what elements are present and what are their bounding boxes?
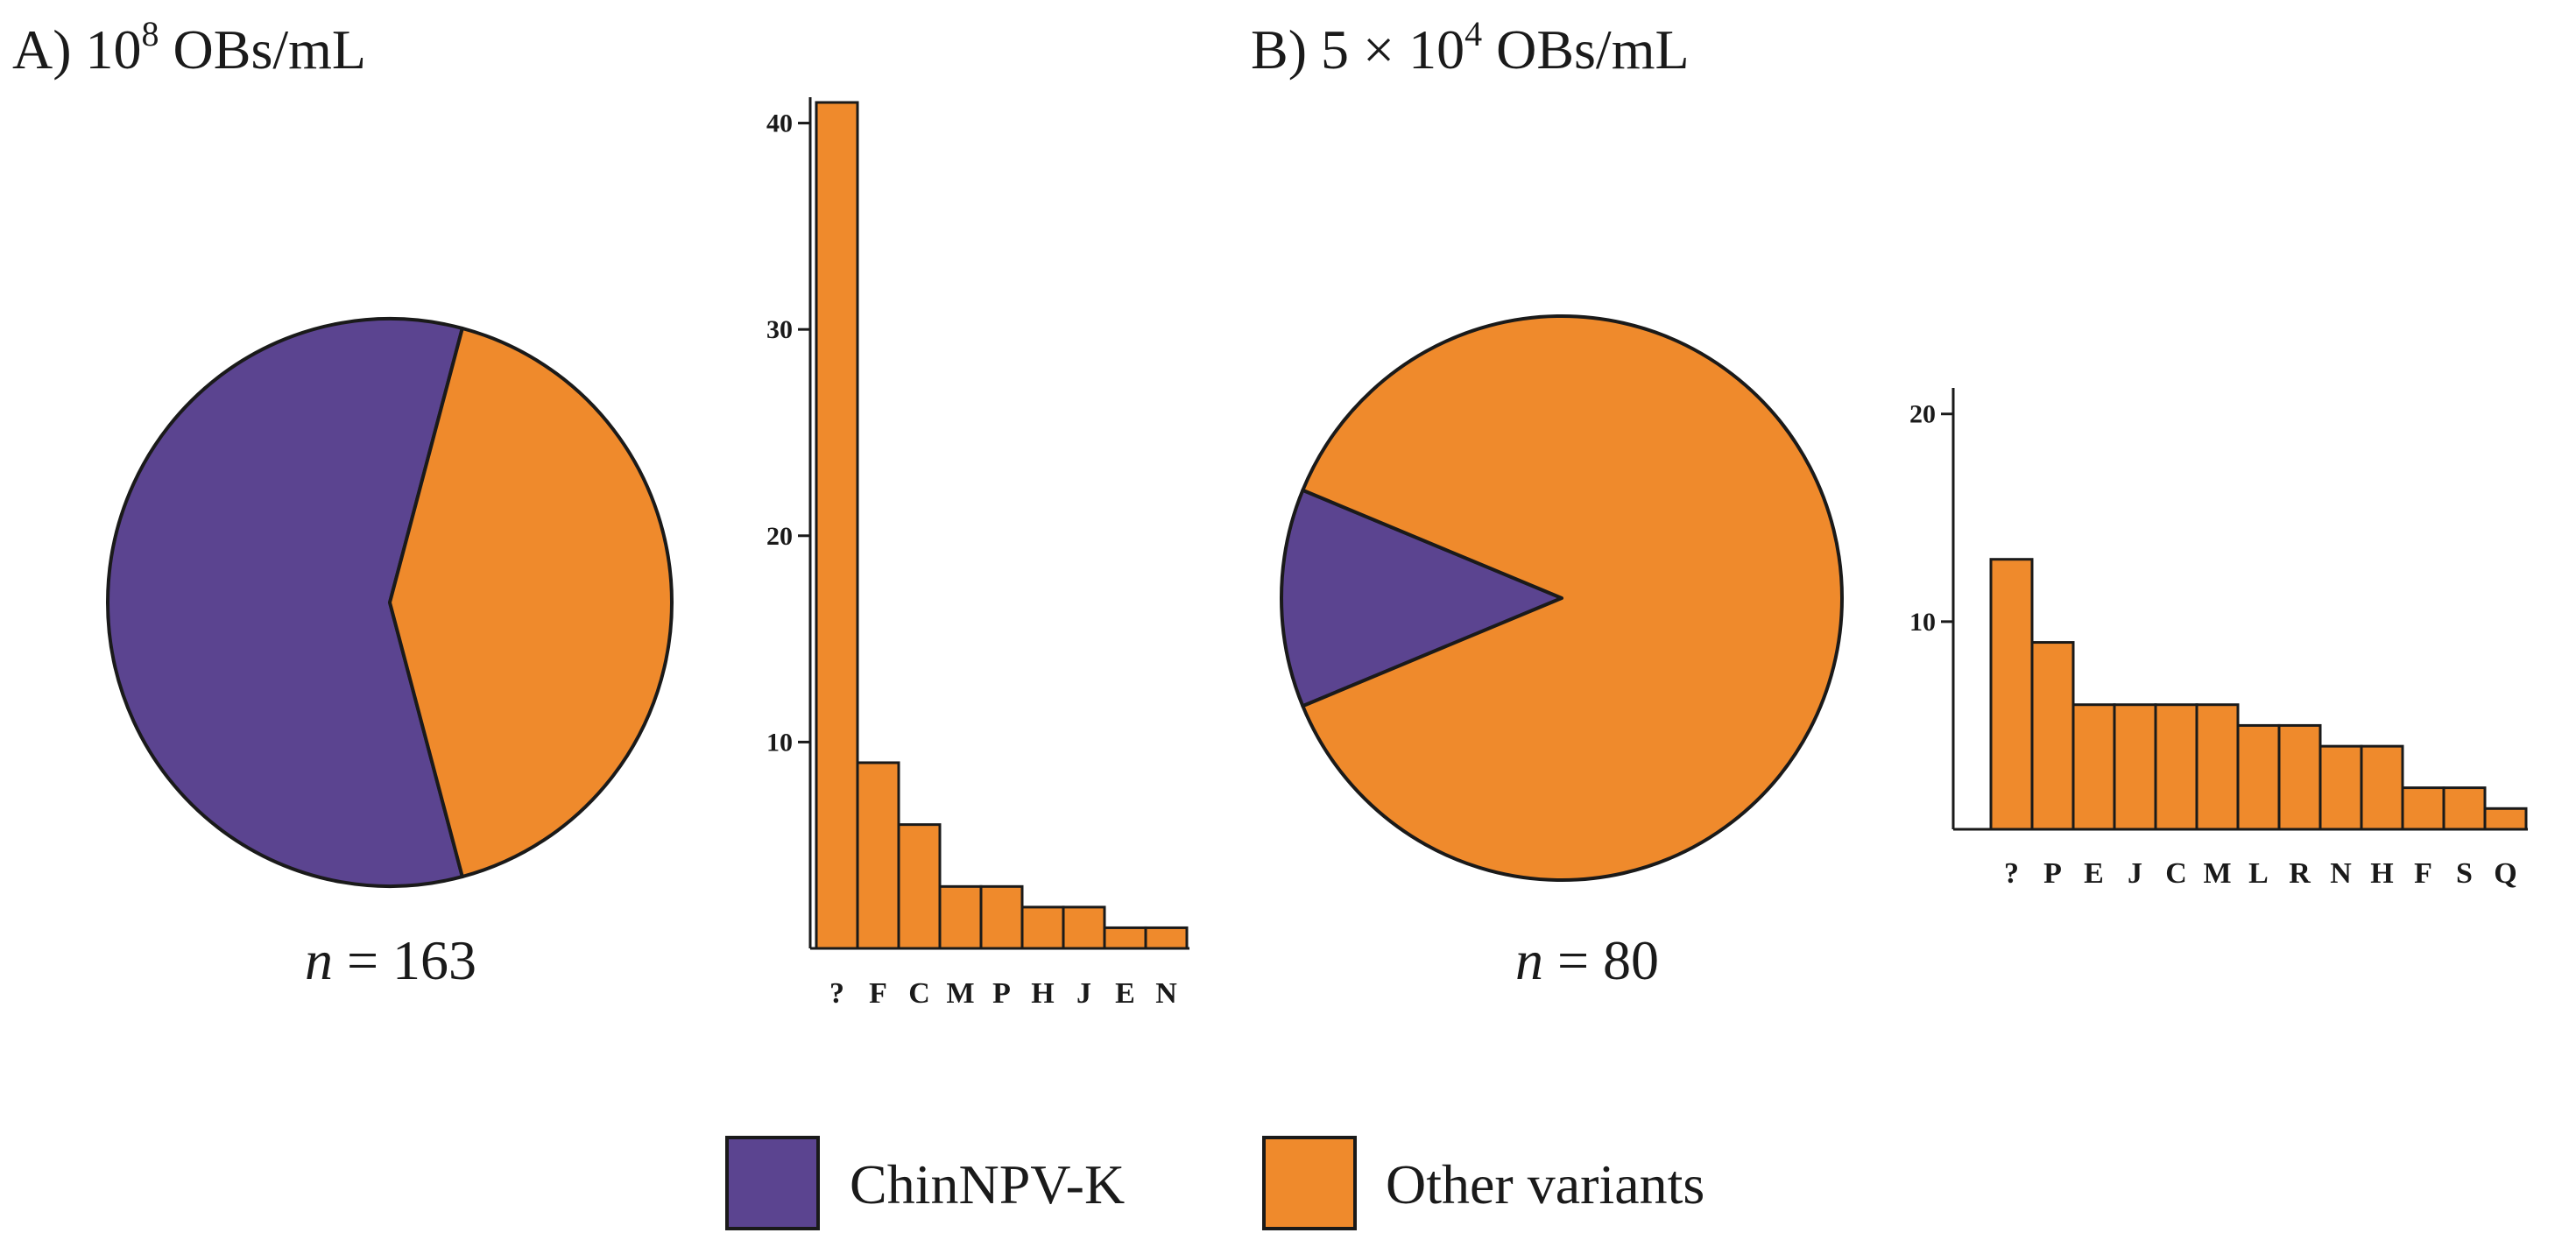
panel-b-bar-chart: 10 20? P E J C M L R N H F S Q — [1909, 388, 2528, 890]
panel-a-sample-size: n = 163 — [305, 929, 476, 991]
panel-a-bar-chart: 10 20 30 40? F C M P H J E N — [766, 97, 1189, 1010]
panel-b-bar-N — [2318, 744, 2363, 831]
legend: ChinNPV-K Other variants — [725, 1136, 1704, 1230]
panel-a-bar-E — [1103, 926, 1147, 950]
panel-b-bar-unknown — [1989, 558, 2034, 831]
panel-a-bar-M — [938, 884, 983, 950]
panel-a-bar-N — [1144, 926, 1189, 950]
panel-b-category-label: F — [2414, 857, 2432, 890]
panel-a-category-label: F — [869, 977, 887, 1010]
panel-b-sample-size: n = 80 — [1515, 929, 1659, 991]
panel-b-category-label: L — [2248, 857, 2269, 890]
panel-b-bar-P — [2030, 641, 2075, 831]
panel-b-category-label: C — [2165, 857, 2187, 890]
panel-a-bar-C — [897, 823, 942, 950]
panel-b-pie-chart — [1280, 314, 1844, 882]
panel-b-category-label: R — [2289, 857, 2311, 890]
panel-a-pie-chart — [105, 317, 674, 888]
panel-b-category-label: H — [2370, 857, 2393, 890]
legend-label-chinnpv-k: ChinNPV-K — [850, 1153, 1125, 1215]
panel-b-pie-slice-chinnpv-k — [1280, 488, 1563, 708]
panel-b-bar-S — [2442, 786, 2487, 831]
panel-b-bar-J — [2113, 703, 2157, 831]
panel-b-y-tick-label: 10 — [1909, 608, 1936, 637]
panel-a-category-label: C — [908, 977, 930, 1010]
legend-swatch-chinnpv-k — [725, 1136, 820, 1230]
panel-a-bar-P — [979, 884, 1024, 950]
panel-a-y-tick-label: 10 — [766, 728, 793, 757]
panel-b-category-label: J — [2128, 857, 2142, 890]
panel-b-pie-slice-other-variants — [1301, 314, 1844, 882]
panel-a-category-label: M — [946, 977, 974, 1010]
panel-a-category-label: J — [1076, 977, 1091, 1010]
panel-a-pie-slice-other-variants — [388, 326, 674, 879]
panel-b-bar-H — [2360, 744, 2404, 831]
panel-a-bar-J — [1062, 905, 1106, 950]
panel-a-y-tick-label: 20 — [766, 522, 793, 551]
panel-a-category-label: H — [1031, 977, 1054, 1010]
panel-b-category-label: P — [2043, 857, 2062, 890]
panel-a-category-label: P — [992, 977, 1011, 1010]
panel-b-bar-R — [2277, 723, 2322, 831]
panel-b-category-label: M — [2203, 857, 2231, 890]
panel-a-bar-F — [856, 761, 900, 950]
panel-b-bar-F — [2401, 786, 2445, 831]
panel-b-category-label: N — [2330, 857, 2352, 890]
panel-a-category-label: E — [1115, 977, 1135, 1010]
panel-a-bar-unknown — [815, 101, 859, 950]
panel-a-category-label: ? — [829, 977, 844, 1010]
panel-b-bar-M — [2195, 703, 2240, 831]
panel-b-category-label: S — [2456, 857, 2473, 890]
legend-swatch-other-variants — [1262, 1136, 1357, 1230]
panel-a-y-tick-label: 30 — [766, 315, 793, 344]
panel-a-title: A) 108 OBs/mL — [12, 14, 366, 81]
panel-b-y-tick-label: 20 — [1909, 400, 1936, 429]
panel-b-title: B) 5 × 104 OBs/mL — [1251, 14, 1690, 81]
panel-b-category-label: ? — [2004, 857, 2019, 890]
panel-b-bar-E — [2071, 703, 2116, 831]
panel-b-bar-C — [2154, 703, 2198, 831]
panel-b-bar-Q — [2483, 807, 2528, 831]
panel-a-bar-H — [1020, 905, 1065, 950]
panel-b-category-label: Q — [2494, 857, 2516, 890]
panel-a-pie-slice-chinnpv-k — [105, 317, 464, 888]
panel-b-category-label: E — [2084, 857, 2104, 890]
panel-a-y-tick-label: 40 — [766, 109, 793, 138]
panel-b-bar-L — [2236, 723, 2281, 831]
panel-a-category-label: N — [1155, 977, 1177, 1010]
legend-label-other-variants: Other variants — [1386, 1153, 1704, 1215]
